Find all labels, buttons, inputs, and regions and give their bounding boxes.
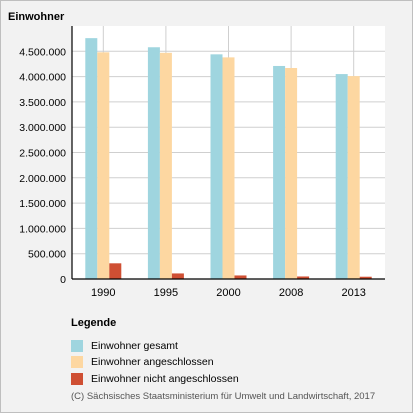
y-tick-label: 3.000.000 (19, 122, 66, 134)
x-tick-label: 2008 (279, 287, 303, 299)
bar-2013-series-2 (359, 276, 372, 279)
legend-swatch-angeschlossen (71, 355, 83, 368)
y-tick-label: 2.000.000 (19, 173, 66, 185)
y-tick-label: 1.500.000 (19, 198, 66, 210)
y-tick-label: 0 (60, 274, 66, 286)
x-tick-label: 2000 (216, 287, 240, 299)
x-tick-label: 1990 (91, 287, 115, 299)
bar-2008-series-1 (285, 67, 298, 279)
bar-2013-series-1 (347, 76, 360, 280)
bar-2000-series-1 (222, 57, 235, 279)
legend-label-gesamt: Einwohner gesamt (91, 339, 178, 352)
legend-item-gesamt: Einwohner gesamt (71, 339, 178, 352)
bar-1990-series-1 (97, 52, 110, 280)
bar-chart: 0 500.000 1.000.000 1.500.000 2.000.000 2.500… (19, 26, 385, 299)
bar-2000-series-0 (210, 54, 223, 279)
legend-swatch-nicht-angeschlossen (71, 372, 83, 385)
x-tick-label: 2013 (341, 287, 365, 299)
bar-1995-series-0 (147, 47, 160, 279)
bar-2008-series-2 (297, 276, 310, 279)
bar-1995-series-2 (171, 273, 184, 279)
bar-2000-series-2 (234, 275, 247, 279)
y-tick-label: 1.000.000 (19, 223, 66, 235)
y-tick-label: 2.500.000 (19, 148, 66, 160)
y-tick-label: 4.500.000 (19, 46, 66, 58)
bar-1990-series-2 (109, 263, 122, 279)
bar-1995-series-1 (159, 52, 172, 280)
legend-item-angeschlossen: Einwohner angeschlossen (71, 355, 214, 368)
bar-2013-series-0 (335, 74, 348, 279)
legend-item-nicht-angeschlossen: Einwohner nicht angeschlossen (71, 372, 239, 385)
y-tick-label: 3.500.000 (19, 97, 66, 109)
bar-1990-series-0 (85, 38, 98, 280)
y-tick-label: 500.000 (28, 249, 66, 261)
bar-2008-series-0 (273, 65, 286, 279)
y-tick-label: 4.000.000 (19, 72, 66, 84)
legend-label-angeschlossen: Einwohner angeschlossen (91, 355, 214, 368)
x-tick-label: 1995 (154, 287, 178, 299)
chart-title: Einwohner (8, 11, 65, 23)
legend-title: Legende (71, 317, 117, 329)
copyright-note: (C) Sächsisches Staatsministerium für Um… (71, 391, 376, 402)
legend-label-nicht-angeschlossen: Einwohner nicht angeschlossen (91, 372, 239, 385)
legend-swatch-gesamt (71, 339, 83, 352)
